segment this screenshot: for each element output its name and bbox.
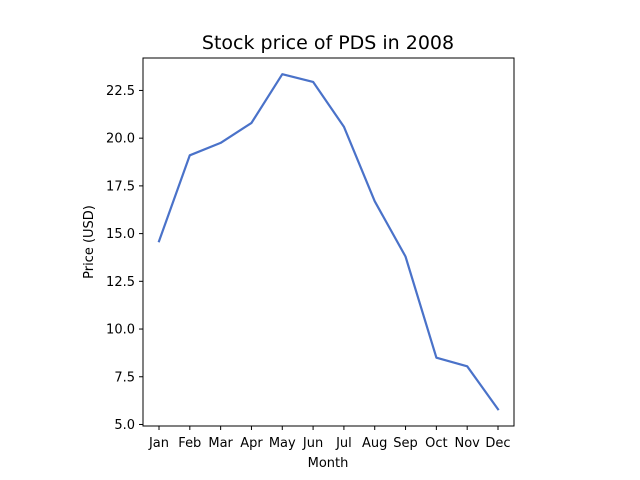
- x-tick-label: Jan: [148, 436, 169, 451]
- plot-frame: [142, 57, 515, 427]
- y-tick-label: 20.0: [106, 132, 135, 147]
- y-tick-label: 10.0: [106, 323, 135, 338]
- x-tick-label: Sep: [393, 436, 418, 451]
- x-tick-label: Apr: [240, 436, 263, 451]
- x-tick-label: Feb: [178, 436, 201, 451]
- y-tick-label: 7.5: [114, 370, 135, 385]
- y-axis: 5.0 7.5 10.0 12.5 15.0 17.5 20.0 22.5: [106, 84, 143, 433]
- plot-area: [142, 57, 515, 427]
- x-tick-label: Jul: [335, 436, 352, 451]
- series-layer: [157, 73, 500, 411]
- price-line: [157, 73, 500, 411]
- x-axis-label: Month: [308, 456, 349, 471]
- x-tick-label: Nov: [454, 436, 480, 451]
- chart-title: Stock price of PDS in 2008: [202, 32, 454, 54]
- y-tick-label: 5.0: [114, 418, 135, 433]
- x-tick-label: Oct: [425, 436, 447, 451]
- x-tick-label: Dec: [485, 436, 510, 451]
- y-tick-label: 17.5: [106, 179, 135, 194]
- x-tick-label: May: [269, 436, 296, 451]
- x-tick-label: Mar: [208, 436, 233, 451]
- x-tick-label: Jun: [302, 436, 323, 451]
- y-tick-label: 22.5: [106, 84, 135, 99]
- x-axis: Jan Feb Mar Apr May Jun Jul Aug Sep Oct Nov Dec: [148, 426, 511, 451]
- y-axis-label: Price (USD): [82, 205, 97, 279]
- x-tick-label: Aug: [362, 436, 387, 451]
- y-tick-label: 15.0: [106, 227, 135, 242]
- y-tick-label: 12.5: [106, 275, 135, 290]
